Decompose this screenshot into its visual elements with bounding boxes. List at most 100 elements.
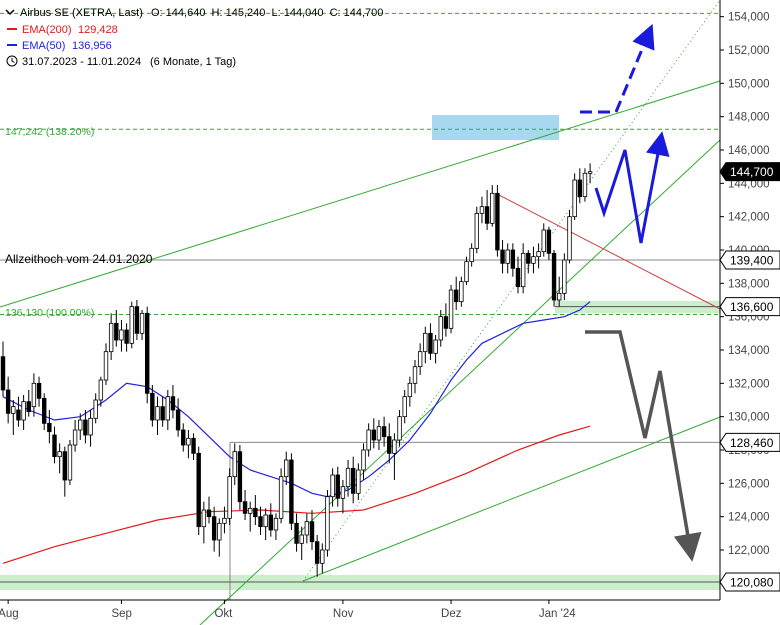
price-mark: 139,400 [720,251,780,269]
candle-body [557,293,561,300]
candle-body [12,407,16,414]
candle-body [552,253,556,300]
candle-body [197,453,201,526]
candle-body [120,330,124,340]
price-mark-label: 136,600 [730,300,774,314]
candle-body [187,438,191,445]
candle-body [480,207,484,214]
candle-body [290,460,294,523]
y-tick-label: 138,000 [728,278,770,290]
y-tick-label: 134,000 [728,345,770,357]
candle-body [310,522,314,542]
y-tick-label: 150,000 [728,78,770,90]
candle-body [341,487,345,499]
candle-body [305,522,309,535]
candle-body [6,390,10,413]
candle-body [393,440,397,453]
candle-body [78,420,82,430]
candle-body [351,468,355,493]
candle-body [326,497,330,550]
y-tick-label: 130,000 [728,412,770,424]
y-tick-label: 148,000 [728,112,770,124]
candle-body [94,400,98,418]
candle-body [460,282,464,302]
candle-body [532,257,536,264]
candle-body [109,323,113,351]
candle-body [382,427,386,437]
candle-body [269,515,273,530]
candle [449,285,453,333]
candle-body [284,460,288,477]
candle-body [89,418,93,435]
candle-body [578,180,582,197]
candle-body [22,402,26,420]
candle [145,307,149,404]
candle-body [140,313,144,333]
candle-body [331,475,335,497]
candle-body [398,417,402,440]
candle-body [511,250,515,268]
x-axis: Aug Sep Okt Nov Dez Jan '24 [0,600,576,620]
ath-label: Allzeithoch vom 24.01.2020 [5,252,153,266]
candle-body [145,313,149,393]
candle-body [362,450,366,470]
candle-body [32,383,36,406]
candle [238,445,242,510]
ema200-legend-label: EMA(200) [22,24,72,36]
candle [197,447,201,535]
candle-body [501,250,505,263]
candle-body [171,397,175,410]
candle [496,185,500,257]
ema50-legend-value: 136,956 [72,40,112,52]
y-tick-label: 154,000 [728,12,770,24]
candle-body [429,333,433,353]
candle-body [336,475,340,498]
candle-body [264,515,268,527]
candle-body [1,357,5,390]
candle-body [248,508,252,513]
candle [552,250,556,307]
candle-body [454,290,458,302]
candle-body [496,193,500,250]
candle-body [115,323,119,340]
candle-body [181,430,185,445]
candle-body [259,517,263,527]
y-tick-label: 126,000 [728,478,770,490]
y-tick-label: 132,000 [728,378,770,390]
candle [290,453,294,530]
y-tick-label: 142,000 [728,212,770,224]
price-mark-label: 128,460 [730,436,774,450]
ohlc-values: O: 144,640 H: 145,240 L: 144,040 C: 144,… [151,7,383,19]
candle-body [27,402,31,412]
candle-body [588,172,592,174]
candle-body [156,407,160,420]
candle-body [439,317,443,340]
y-tick-label: 146,000 [728,145,770,157]
candle-body [321,550,325,563]
candle-body [434,340,438,353]
candle-body [202,510,206,527]
x-tick-label: Aug [0,608,19,620]
candle-body [42,398,46,423]
period-label: (6 Monate, 1 Tag) [150,56,236,68]
price-marks: 144,700139,400136,600128,460120,080 [720,163,780,591]
candle [563,253,567,300]
candle-body [58,452,62,457]
candle-body [166,397,170,420]
x-tick-label: Jan '24 [539,608,576,620]
candle-body [547,230,551,253]
candle-body [243,502,247,514]
candle-body [63,452,67,480]
price-mark: 128,460 [720,433,780,451]
candle-body [99,380,103,400]
candle [68,440,72,485]
candle-body [346,468,350,486]
candle-body [274,518,278,530]
candle-body [418,352,422,367]
ema200-legend-value: 129,428 [78,24,118,36]
candle-body [161,407,165,420]
candle [130,302,134,349]
candle-body [408,383,412,396]
candle-body [53,435,57,457]
